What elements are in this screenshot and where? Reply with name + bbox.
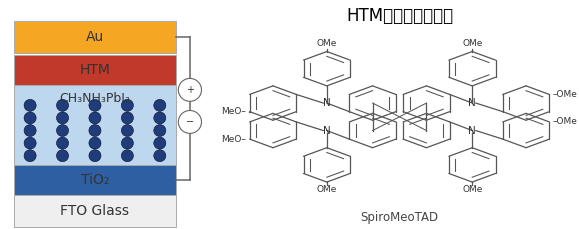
Circle shape <box>89 137 101 149</box>
Circle shape <box>154 112 166 124</box>
Text: HTM: HTM <box>79 63 111 77</box>
Text: OMe: OMe <box>317 39 337 48</box>
Bar <box>14 195 176 227</box>
Text: MeO–: MeO– <box>221 107 246 116</box>
Text: OMe: OMe <box>317 185 337 194</box>
Circle shape <box>122 112 133 124</box>
Circle shape <box>154 137 166 149</box>
Text: MeO–: MeO– <box>221 135 246 144</box>
Circle shape <box>122 137 133 149</box>
Text: –OMe: –OMe <box>553 90 578 99</box>
Circle shape <box>24 125 36 136</box>
Circle shape <box>24 112 36 124</box>
Text: SpiroMeoTAD: SpiroMeoTAD <box>361 211 438 224</box>
Bar <box>14 55 176 85</box>
Circle shape <box>89 112 101 124</box>
Text: N: N <box>468 125 476 136</box>
Text: FTO Glass: FTO Glass <box>60 204 130 218</box>
Circle shape <box>57 112 68 124</box>
Circle shape <box>122 125 133 136</box>
Text: TiO₂: TiO₂ <box>80 173 109 187</box>
Text: −: − <box>186 117 194 127</box>
Text: HTM：正孔輸送材料: HTM：正孔輸送材料 <box>346 7 453 25</box>
Text: N: N <box>468 98 476 108</box>
Circle shape <box>154 150 166 162</box>
Text: N: N <box>323 98 331 108</box>
Text: +: + <box>186 85 194 95</box>
Text: OMe: OMe <box>462 185 482 194</box>
Bar <box>14 85 176 165</box>
Text: CH₃NH₃PbI₃: CH₃NH₃PbI₃ <box>60 92 130 105</box>
Circle shape <box>57 137 68 149</box>
Circle shape <box>24 150 36 162</box>
Circle shape <box>89 99 101 111</box>
Text: N: N <box>323 125 331 136</box>
Text: Au: Au <box>86 30 104 44</box>
Circle shape <box>122 99 133 111</box>
Circle shape <box>57 99 68 111</box>
Circle shape <box>24 137 36 149</box>
Circle shape <box>122 150 133 162</box>
Text: OMe: OMe <box>462 39 482 48</box>
Circle shape <box>178 78 201 101</box>
Circle shape <box>57 150 68 162</box>
Bar <box>14 21 176 53</box>
Circle shape <box>154 99 166 111</box>
Circle shape <box>89 125 101 136</box>
Bar <box>14 165 176 195</box>
Circle shape <box>154 125 166 136</box>
Circle shape <box>89 150 101 162</box>
Circle shape <box>24 99 36 111</box>
Circle shape <box>57 125 68 136</box>
Circle shape <box>178 110 201 133</box>
Text: –OMe: –OMe <box>553 117 578 126</box>
